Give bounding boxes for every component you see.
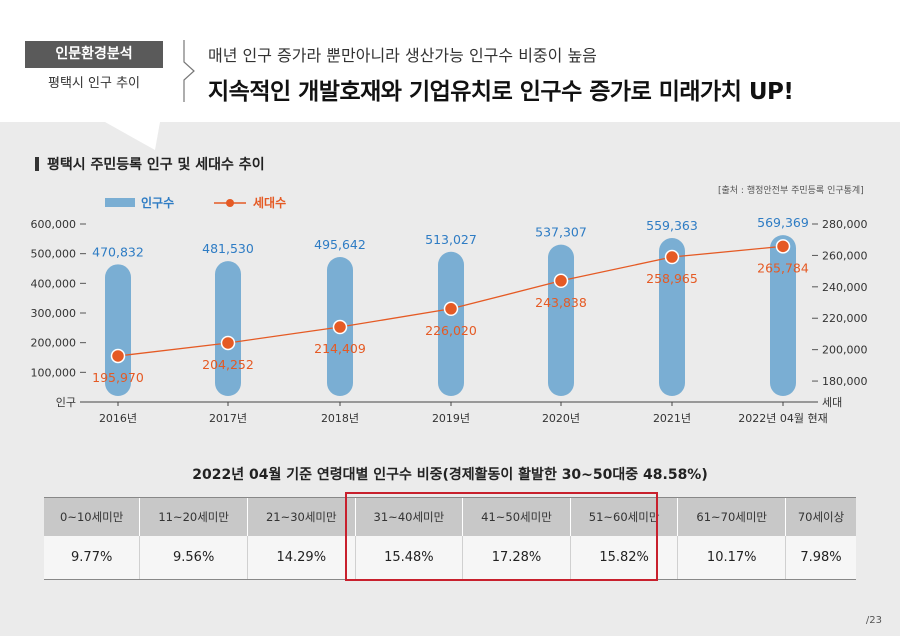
bar-value-label: 481,530: [202, 241, 254, 256]
household-point: [664, 249, 680, 265]
y-left-tick-label: 100,000: [31, 366, 77, 379]
age-header-cell: 21~30세미만: [246, 497, 356, 536]
y-right-tick-label: 240,000: [822, 281, 868, 294]
highlight-box-30-50: [345, 492, 658, 581]
household-value-label: 204,252: [202, 357, 254, 372]
household-point: [110, 348, 126, 364]
chevron-divider-icon: [183, 40, 195, 102]
household-point: [553, 273, 569, 289]
bar-value-label: 537,307: [535, 225, 587, 240]
bar-population: [215, 261, 241, 396]
x-tick-label: 2022년 04월 현재: [738, 412, 827, 425]
age-header-cell: 61~70세미만: [677, 497, 786, 536]
y-left-tick-label: 300,000: [31, 307, 77, 320]
speech-notch-icon: [105, 122, 160, 150]
age-header-cell: 70세이상: [785, 497, 856, 536]
bar-population: [770, 235, 796, 396]
bar-value-label: 559,363: [646, 218, 698, 233]
age-table-value-row: 9.77% 9.56% 14.29% 15.48% 17.28% 15.82% 10.17%…: [44, 535, 856, 580]
bar-value-label: 569,369: [757, 215, 809, 230]
age-value-cell: 15.48%: [354, 535, 463, 580]
page-number: /23: [865, 615, 882, 626]
legend-marker-household: [226, 199, 234, 207]
age-value-cell: 9.77%: [44, 535, 140, 580]
age-value-cell: 15.82%: [569, 535, 678, 580]
page-header: 인문환경분석 평택시 인구 추이 매년 인구 증가라 뿐만아니라 생산가능 인구…: [0, 0, 900, 122]
x-tick-label: 2021년: [653, 412, 691, 425]
age-value-cell: 9.56%: [139, 535, 248, 580]
age-header-cell: 31~40세미만: [354, 497, 463, 536]
y-right-tick-label: 200,000: [822, 344, 868, 357]
section-tag: 인문환경분석: [25, 41, 163, 68]
y-right-tick-label: 180,000: [822, 375, 868, 388]
age-header-cell: 11~20세미만: [139, 497, 248, 536]
bar-value-label: 470,832: [92, 244, 144, 259]
y-left-tick-label: 400,000: [31, 277, 77, 290]
chart-source: [출처 : 행정안전부 주민등록 인구통계]: [718, 186, 864, 196]
legend-swatch-population: [105, 198, 135, 207]
household-value-label: 243,838: [535, 295, 587, 310]
bar-population: [659, 238, 685, 396]
household-point: [220, 335, 236, 351]
age-value-cell: 17.28%: [462, 535, 571, 580]
y-right-axis-label: 세대: [822, 396, 842, 409]
legend-label-population: 인구수: [141, 195, 174, 210]
x-tick-label: 2016년: [99, 412, 137, 425]
x-tick-label: 2019년: [432, 412, 470, 425]
chart-section-title: 평택시 주민등록 인구 및 세대수 추이: [35, 154, 265, 174]
header-subtitle: 매년 인구 증가라 뿐만아니라 생산가능 인구수 비중이 높음: [208, 46, 597, 65]
household-point: [443, 301, 459, 317]
age-value-cell: 7.98%: [785, 535, 856, 580]
x-tick-label: 2018년: [321, 412, 359, 425]
bar-value-label: 495,642: [314, 237, 366, 252]
age-value-cell: 14.29%: [246, 535, 356, 580]
age-table-header-row: 0~10세미만 11~20세미만 21~30세미만 31~40세미만 41~50세미만 5…: [44, 497, 856, 536]
household-value-label: 226,020: [425, 323, 477, 338]
y-right-tick-label: 260,000: [822, 249, 868, 262]
age-distribution-table: 0~10세미만 11~20세미만 21~30세미만 31~40세미만 41~50세미만 5…: [44, 497, 856, 580]
household-point: [775, 239, 791, 254]
household-value-label: 258,965: [646, 271, 698, 286]
x-tick-label: 2020년: [542, 412, 580, 425]
household-point: [332, 319, 348, 335]
age-value-cell: 10.17%: [677, 535, 786, 580]
header-headline: 지속적인 개발호재와 기업유치로 인구수 증가로 미래가치 UP!: [208, 79, 794, 105]
household-value-label: 265,784: [757, 260, 809, 275]
bar-value-label: 513,027: [425, 232, 477, 247]
age-header-cell: 41~50세미만: [462, 497, 571, 536]
age-header-cell: 51~60세미만: [569, 497, 678, 536]
bar-population: [438, 251, 464, 396]
age-table-title: 2022년 04월 기준 연령대별 인구수 비중(경제활동이 활발한 30~50…: [192, 467, 708, 483]
y-right-tick-label: 220,000: [822, 312, 868, 325]
y-left-tick-label: 500,000: [31, 248, 77, 261]
y-right-tick-label: 280,000: [822, 218, 868, 231]
age-header-cell: 0~10세미만: [44, 497, 140, 536]
y-left-tick-label: 200,000: [31, 337, 77, 350]
legend-label-household: 세대수: [253, 195, 286, 210]
y-left-axis-label: 인구: [56, 396, 76, 409]
bar-population: [548, 244, 574, 396]
household-value-label: 214,409: [314, 341, 366, 356]
bar-population: [105, 264, 131, 396]
household-value-label: 195,970: [92, 370, 144, 385]
x-tick-label: 2017년: [209, 412, 247, 425]
y-left-tick-label: 600,000: [31, 218, 77, 231]
section-tag-subtitle: 평택시 인구 추이: [48, 76, 140, 91]
population-household-chart: 인구수 세대수 600,000 500,000 400,000 300,000 200,00…: [31, 195, 868, 425]
